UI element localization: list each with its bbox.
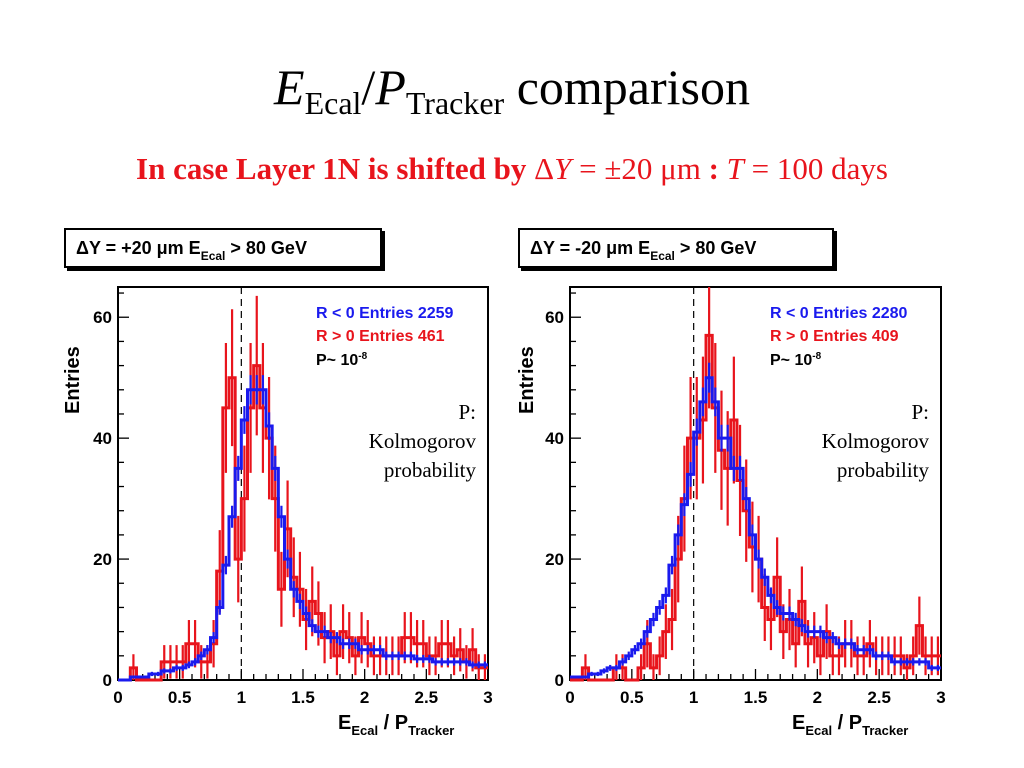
x-tick-label-left: 0 [113,688,122,707]
x-tick-label-left: 0.5 [168,688,192,707]
panel-left-header: ΔY = +20 μm EEcal > 80 GeV [64,228,382,268]
panel-left-header-a: ΔY = +20 μm E [76,238,201,258]
legend-right-red: R > 0 Entries 409 [770,328,899,345]
histogram-line [570,333,941,682]
x-tick-label-right: 1.5 [744,688,768,707]
panel-left-legend: R < 0 Entries 2259 R > 0 Entries 461 P~ … [316,306,453,375]
panel-right-header-a: ΔY = -20 μm E [530,238,651,258]
title-slash: / [361,59,376,115]
panel-left-note: P: Kolmogorov probability [369,398,476,485]
xlabel-left-p-sub: Tracker [408,723,455,738]
x-tick-label-right: 2.5 [867,688,891,707]
panel-left-header-sub: Ecal [200,249,226,263]
title-e-sub: Ecal [304,85,362,121]
subtitle-y: Y [554,151,572,186]
note-left-1: P: [458,400,476,424]
x-tick-label-left: 2 [360,688,369,707]
panel-right-header-sub: Ecal [650,249,675,263]
x-tick-label-left: 1 [237,688,246,707]
xlabel-right-e: E [792,712,806,734]
y-axis-label-left: Entries [62,346,84,414]
histogram-line [118,388,488,682]
y-tick-label-left: 40 [93,429,112,448]
subtitle-colon: : [700,151,727,186]
title-p: P [375,59,406,115]
histogram-line [570,376,941,679]
x-tick-label-left: 2.5 [415,688,439,707]
x-axis-label-left: EEcal / PTracker [338,712,454,738]
slide-title: EEcal/PTracker comparison [0,62,1024,119]
y-tick-label-left: 20 [93,550,112,569]
xlabel-left-e-sub: Ecal [351,723,379,738]
legend-left-blue: R < 0 Entries 2259 [316,305,454,322]
panel-right-note: P: Kolmogorov probability [822,398,929,485]
legend-left-p-exp: -8 [358,351,368,362]
y-tick-label-right: 60 [545,308,564,327]
x-tick-label-left: 3 [483,688,492,707]
subtitle-text: In case Layer 1N is shifted by [136,151,535,186]
x-tick-label-right: 0 [565,688,574,707]
title-e: E [274,59,305,115]
series-blue-right [570,362,941,679]
panel-right-header: ΔY = -20 μm EEcal > 80 GeV [518,228,834,268]
x-tick-label-right: 3 [936,688,945,707]
note-right-2: Kolmogorov [821,429,929,453]
x-axis-label-right: EEcal / PTracker [792,712,908,738]
xlabel-right-p-sub: Tracker [862,723,909,738]
series-blue-left [118,375,488,682]
xlabel-right-mid: / P [832,712,863,734]
y-tick-label-right: 40 [545,429,564,448]
slide-subtitle: In case Layer 1N is shifted by ΔY = ±20 … [0,153,1024,184]
legend-right-p-exp: -8 [812,351,822,362]
y-tick-label-right: 20 [545,550,564,569]
panel-right-legend: R < 0 Entries 2280 R > 0 Entries 409 P~ … [770,306,907,375]
subtitle-mid: = ±20 μm [571,151,701,186]
note-left-3: probability [383,458,476,482]
y-tick-label-left: 60 [93,308,112,327]
legend-right-p: P~ 10 [770,352,813,369]
xlabel-right-e-sub: Ecal [805,723,833,738]
legend-right-blue: R < 0 Entries 2280 [770,305,908,322]
legend-left-p: P~ 10 [316,352,359,369]
title-rest: comparison [504,59,750,115]
subtitle-end: = 100 days [743,151,888,186]
subtitle-delta: Δ [534,151,555,186]
y-tick-label-right: 0 [555,671,564,690]
x-tick-label-right: 0.5 [620,688,644,707]
x-tick-label-left: 1.5 [291,688,315,707]
y-axis-label-right: Entries [516,346,538,414]
x-tick-label-right: 1 [689,688,698,707]
xlabel-left-e: E [338,712,352,734]
y-tick-label-left: 0 [103,671,112,690]
note-right-3: probability [836,458,929,482]
xlabel-left-mid: / P [378,712,409,734]
subtitle-t: T [726,151,744,186]
note-right-1: P: [911,400,929,424]
note-left-2: Kolmogorov [368,429,476,453]
legend-left-red: R > 0 Entries 461 [316,328,445,345]
title-p-sub: Tracker [405,85,505,121]
x-tick-label-right: 2 [813,688,822,707]
panel-right-header-b: > 80 GeV [674,238,757,258]
panel-left-header-b: > 80 GeV [225,238,307,258]
